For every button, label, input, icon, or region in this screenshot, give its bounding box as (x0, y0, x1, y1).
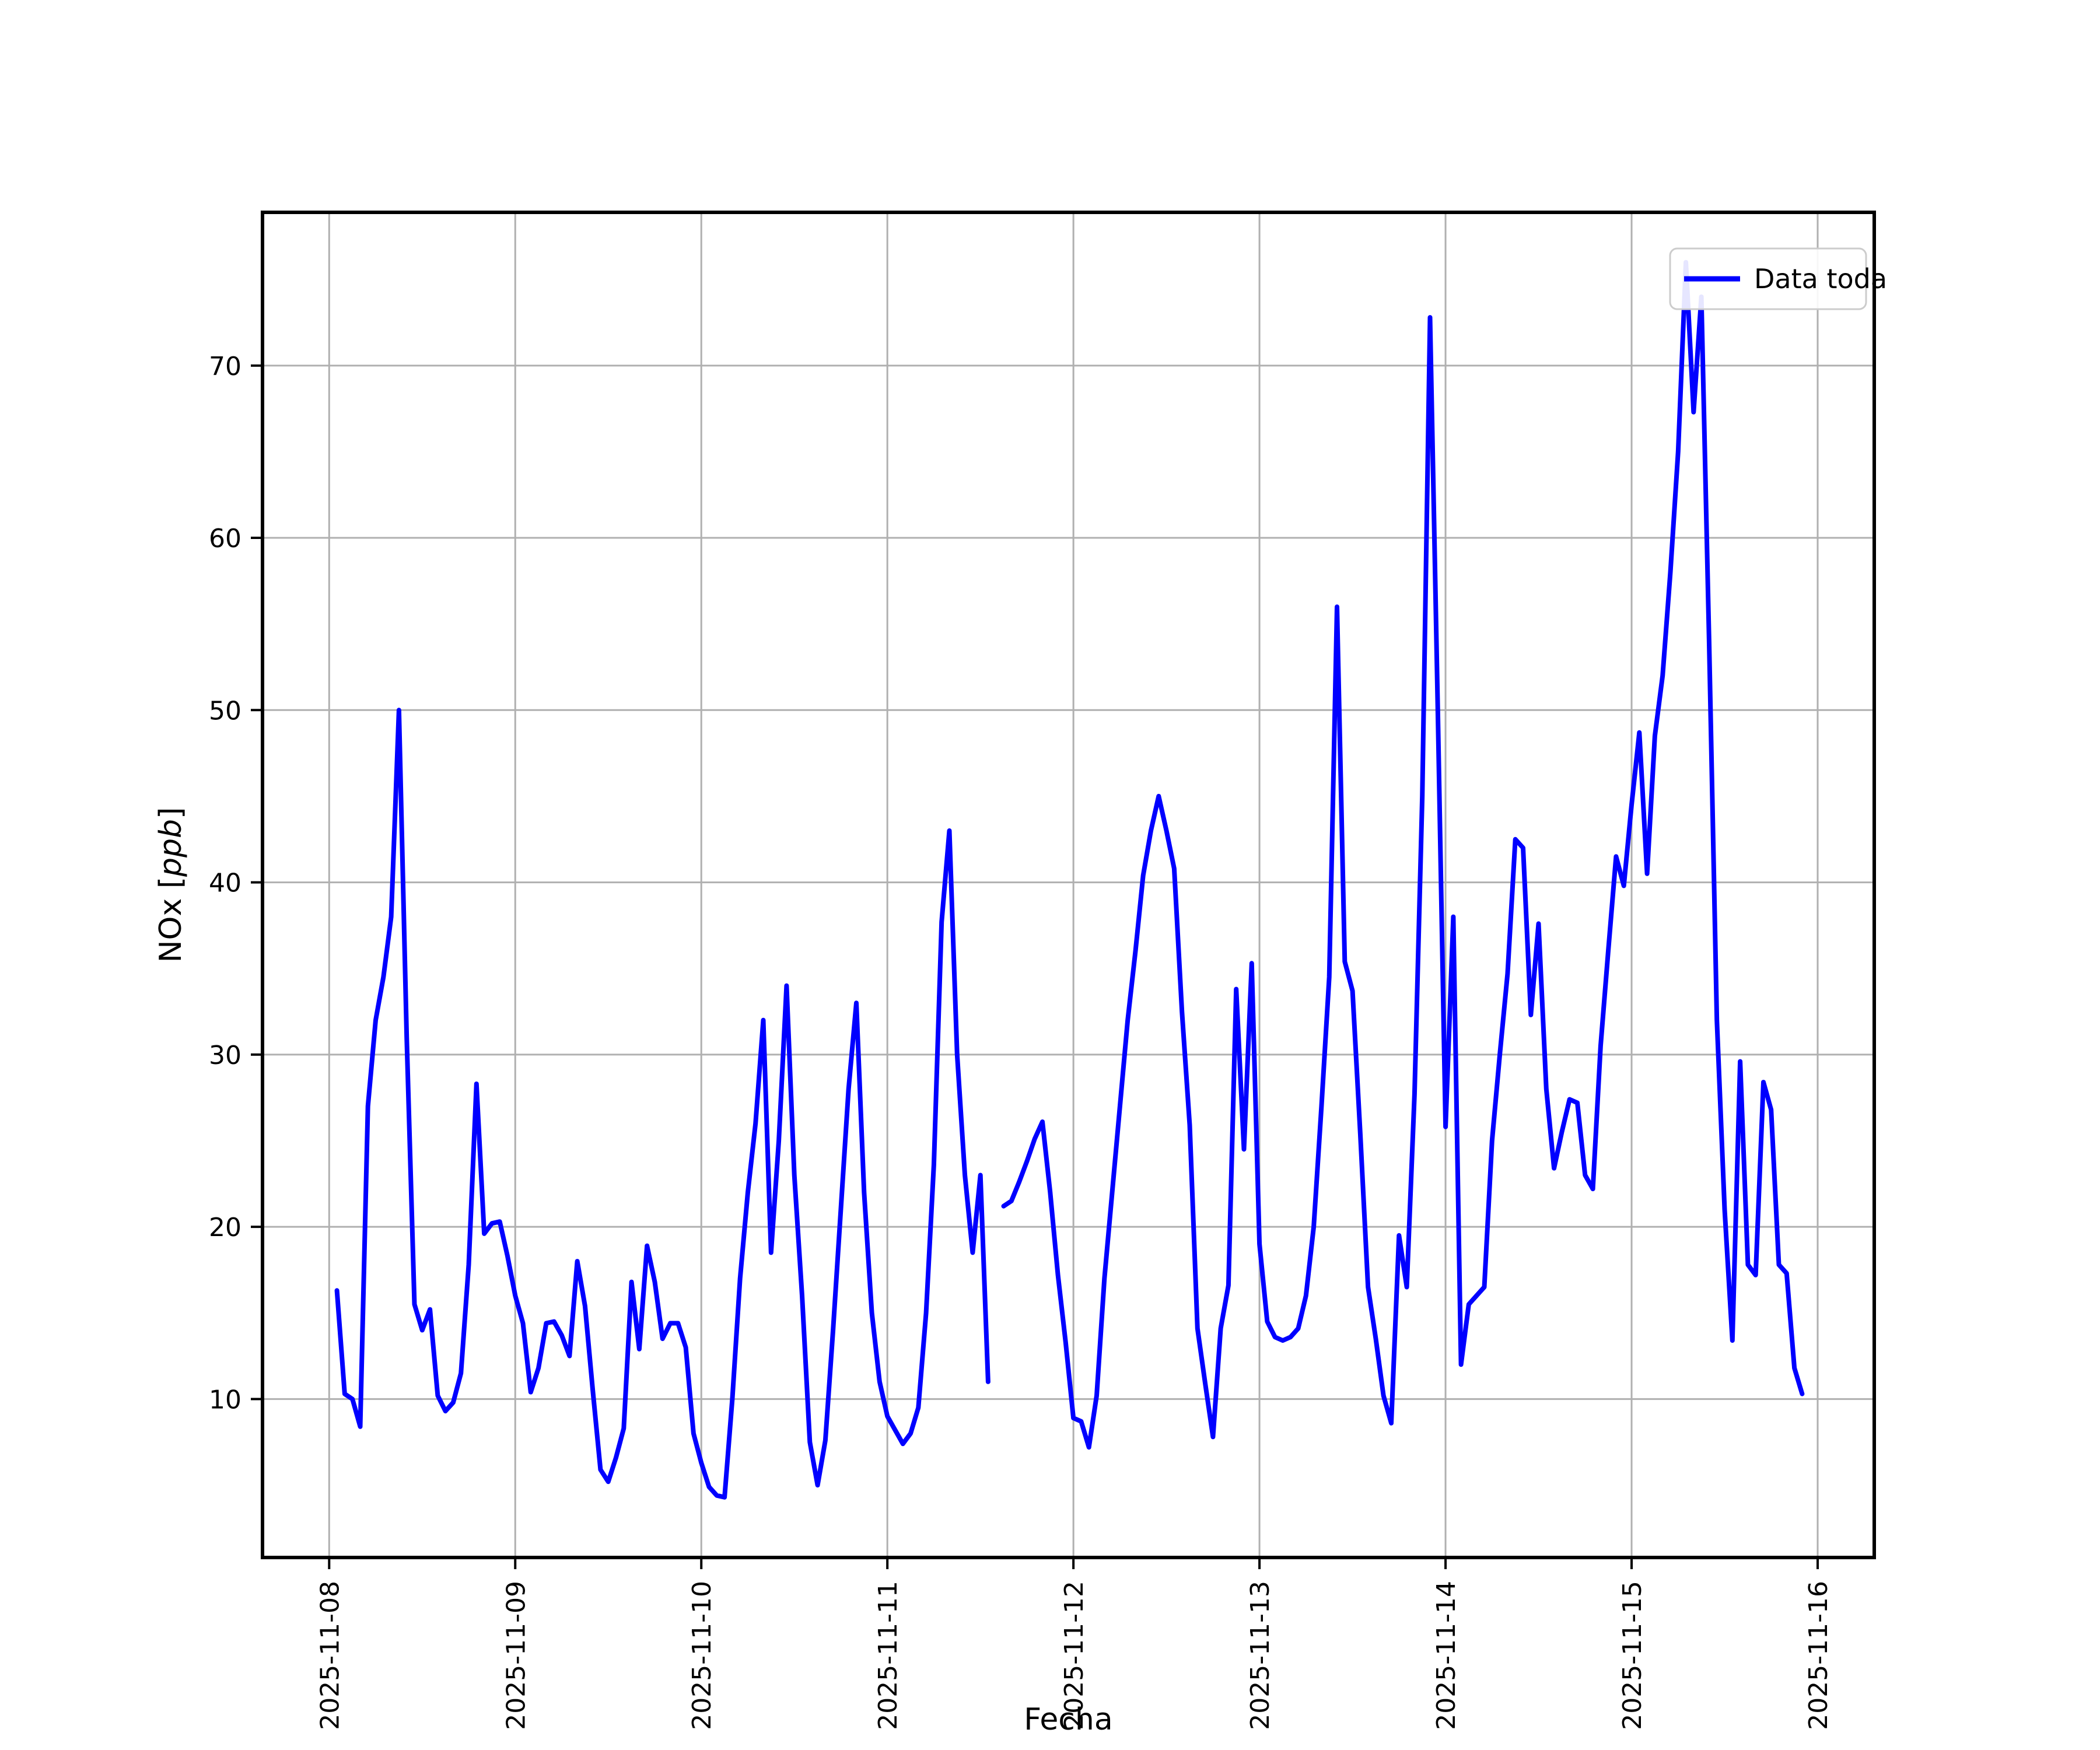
y-axis-label-units: ppb (153, 819, 188, 877)
x-tick-label: 2025-11-12 (1059, 1581, 1089, 1730)
y-axis-label: NOx [ppb] (153, 807, 188, 963)
x-tick-label: 2025-11-13 (1245, 1581, 1275, 1730)
x-axis-label: Fecha (1024, 1702, 1112, 1737)
x-tick-label: 2025-11-08 (315, 1581, 345, 1730)
x-tick-label: 2025-11-16 (1804, 1581, 1833, 1730)
y-tick-label: 30 (209, 1041, 242, 1070)
legend-box (1669, 247, 1867, 310)
legend-label: Data toda (1754, 263, 1887, 295)
y-tick-label: 20 (209, 1213, 242, 1242)
data-series-segment (334, 708, 991, 1500)
tick-labels: 2025-11-08 2025-11-09 2025-11-10 2025-11-11… (209, 352, 1833, 1730)
gridlines (262, 212, 1874, 1558)
data-series-line (334, 260, 1805, 1500)
y-axis-label-suffix: ] (153, 807, 188, 819)
y-axis-label-prefix: NOx [ (153, 877, 188, 963)
x-tick-label: 2025-11-14 (1432, 1581, 1461, 1730)
data-series-segment (1001, 260, 1805, 1450)
y-tick-label: 60 (209, 524, 242, 554)
x-tick-label: 2025-11-09 (501, 1581, 531, 1730)
plot-border (261, 211, 1876, 1559)
tick-marks (251, 364, 1819, 1569)
y-tick-label: 10 (209, 1385, 242, 1415)
x-tick-label: 2025-11-15 (1618, 1581, 1647, 1730)
y-tick-label: 70 (209, 352, 242, 382)
x-tick-label: 2025-11-11 (873, 1581, 903, 1730)
x-tick-label: 2025-11-10 (687, 1581, 717, 1730)
y-tick-label: 40 (209, 869, 242, 898)
legend: Data toda (1669, 247, 1887, 310)
y-tick-label: 50 (209, 696, 242, 726)
